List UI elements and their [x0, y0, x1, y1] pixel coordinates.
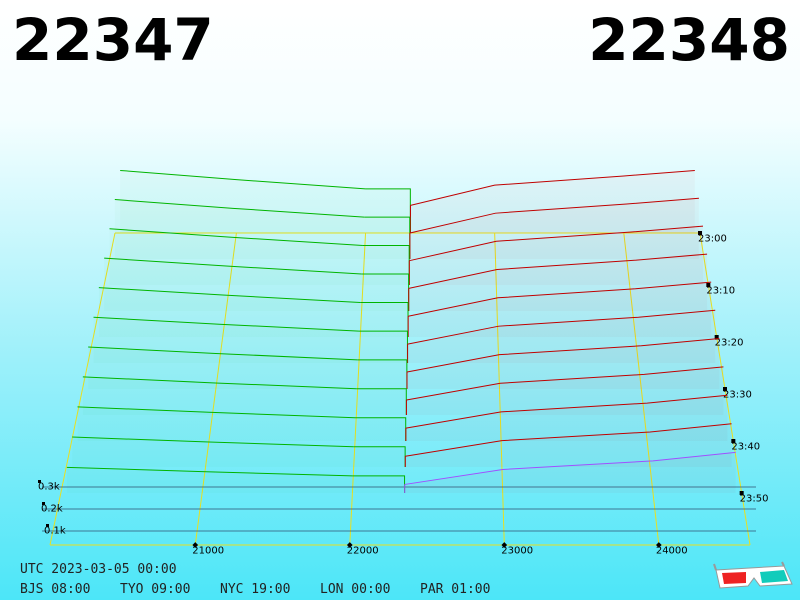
time-tick — [698, 231, 702, 235]
time-tick — [714, 335, 719, 339]
time-tick-label: 23:20 — [715, 337, 744, 348]
time-tick-label: 23:50 — [740, 493, 769, 504]
bid-depth-line — [114, 199, 365, 218]
bid-depth-line — [82, 376, 357, 390]
time-tick-label: 23:00 — [698, 233, 727, 244]
price-tick-label: 23000 — [501, 545, 533, 556]
depth-tick-label: 0.1k — [44, 525, 66, 536]
ask-depth-line — [404, 451, 736, 485]
bid-depth-line — [93, 316, 359, 332]
bid-depth-line — [104, 257, 362, 275]
plot: 21000 22000 23000 24000 0.1k 0.2k 0.3k 23:00 23:… — [38, 169, 769, 556]
depth-tick — [38, 480, 41, 483]
floor-edge — [49, 232, 116, 546]
price-tick-label: 24000 — [656, 545, 688, 556]
bid-depth-line — [98, 287, 361, 304]
ask-depth-line — [406, 338, 720, 373]
price-tick — [656, 542, 662, 548]
bid-depth-line — [88, 346, 358, 361]
ask-depth-line — [405, 423, 732, 457]
ask-depth-line — [407, 309, 716, 345]
price-tick-label: 21000 — [192, 545, 224, 556]
price-tick — [192, 542, 199, 548]
3d-glasses-icon — [713, 561, 793, 589]
time-tick-label: 23:10 — [706, 285, 735, 296]
zone-time: BJS 08:00 — [20, 582, 90, 597]
zone-time: PAR 01:00 — [420, 582, 490, 597]
time-tick — [706, 283, 711, 287]
bid-depth-line — [77, 406, 356, 419]
time-tick — [723, 387, 727, 391]
ask-depth-line — [406, 366, 724, 401]
depth-tick-label: 0.2k — [41, 503, 63, 514]
price-tick-label: 22000 — [347, 545, 379, 556]
depth-tick-label: 0.3k — [38, 481, 60, 492]
bid-depth-line — [120, 169, 366, 190]
time-tick — [731, 439, 736, 443]
time-tick-label: 23:30 — [723, 389, 752, 400]
ask-depth-line — [409, 225, 704, 262]
price-grid-line — [623, 232, 660, 546]
bid-depth-line — [72, 436, 354, 448]
price-tick — [501, 542, 508, 548]
time-tick — [739, 491, 744, 495]
best-ask: 22348 — [588, 6, 790, 74]
depth-tick — [46, 524, 49, 527]
price-grid-line — [494, 232, 505, 546]
bid-depth-line — [66, 466, 353, 477]
ask-depth-line — [409, 197, 699, 234]
zone-time: NYC 19:00 — [220, 582, 290, 597]
utc-time: UTC 2023-03-05 00:00 — [20, 562, 177, 577]
depth-tick — [42, 502, 45, 505]
price-grid-line — [194, 232, 237, 546]
zone-time: TYO 09:00 — [120, 582, 190, 597]
ask-depth-line — [408, 281, 712, 317]
bid-depth-line — [109, 228, 363, 246]
ask-depth-line — [408, 253, 708, 289]
price-tick — [346, 542, 353, 548]
ask-depth-line — [410, 169, 695, 206]
time-tick-label: 23:40 — [731, 441, 760, 452]
ask-depth-line — [405, 394, 728, 429]
zone-time: LON 00:00 — [320, 582, 390, 597]
best-bid: 22347 — [12, 6, 214, 74]
